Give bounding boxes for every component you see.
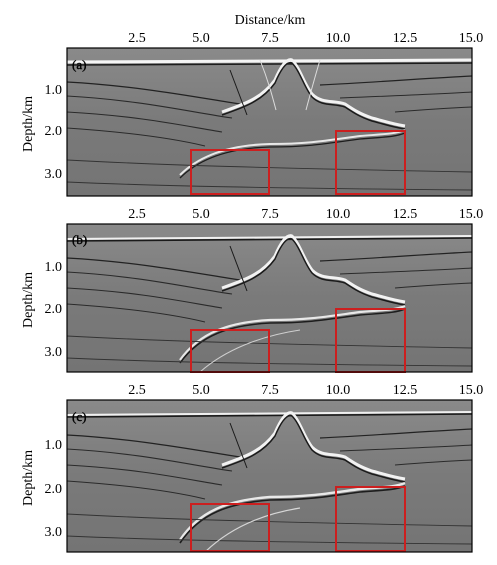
x-tick-label: 2.5 <box>128 31 146 46</box>
y-tick-label: 2.0 <box>45 302 63 317</box>
panel-frame-a <box>66 47 473 197</box>
highlight-box-left-c <box>190 503 270 552</box>
x-tick-label: 15.0 <box>459 207 484 222</box>
y-tick-label: 3.0 <box>45 525 63 540</box>
x-tick-label: 7.5 <box>261 31 279 46</box>
x-tick-label: 5.0 <box>192 383 210 398</box>
x-tick-label: 12.5 <box>393 207 418 222</box>
x-tick-labels-b: 2.5 5.0 7.5 10.0 12.5 15.0 <box>128 207 483 222</box>
y-axis-title-b: Depth/km <box>21 272 36 328</box>
panel-label-c: (c) <box>72 409 86 424</box>
x-tick-label: 15.0 <box>459 31 484 46</box>
y-tick-label: 1.0 <box>45 260 63 275</box>
panel-b: 2.5 5.0 7.5 10.0 12.5 15.0 Depth/km 1.0 … <box>21 207 483 373</box>
x-tick-label: 12.5 <box>393 31 418 46</box>
highlight-box-right-c <box>335 486 406 552</box>
y-tick-label: 3.0 <box>45 345 63 360</box>
y-axis-title-c: Depth/km <box>21 450 36 506</box>
x-tick-label: 12.5 <box>393 383 418 398</box>
x-tick-label: 2.5 <box>128 383 146 398</box>
panel-label-b: (b) <box>72 232 87 247</box>
x-axis-title: Distance/km <box>235 13 306 28</box>
x-tick-label: 10.0 <box>326 207 351 222</box>
panel-c: 2.5 5.0 7.5 10.0 12.5 15.0 Depth/km 1.0 … <box>21 383 483 553</box>
x-tick-labels-c: 2.5 5.0 7.5 10.0 12.5 15.0 <box>128 383 483 398</box>
y-tick-label: 1.0 <box>45 83 63 98</box>
y-tick-label: 1.0 <box>45 438 63 453</box>
highlight-box-left-a <box>190 149 270 195</box>
y-tick-labels-b: 1.0 2.0 3.0 <box>45 260 63 360</box>
x-tick-label: 10.0 <box>326 31 351 46</box>
panel-frame-c <box>66 399 473 553</box>
panel-frame-b <box>66 223 473 373</box>
x-tick-label: 5.0 <box>192 31 210 46</box>
panel-label-a: (a) <box>72 57 86 72</box>
x-tick-label: 10.0 <box>326 383 351 398</box>
highlight-box-right-a <box>335 130 406 195</box>
x-tick-label: 5.0 <box>192 207 210 222</box>
y-tick-label: 2.0 <box>45 482 63 497</box>
panel-a: 2.5 5.0 7.5 10.0 12.5 15.0 Depth/km 1.0 … <box>21 31 483 197</box>
y-tick-label: 2.0 <box>45 124 63 139</box>
x-tick-label: 15.0 <box>459 383 484 398</box>
x-tick-label: 2.5 <box>128 207 146 222</box>
y-axis-title-a: Depth/km <box>21 96 36 152</box>
y-tick-labels-a: 1.0 2.0 3.0 <box>45 83 63 182</box>
x-tick-label: 7.5 <box>261 383 279 398</box>
x-tick-label: 7.5 <box>261 207 279 222</box>
y-tick-labels-c: 1.0 2.0 3.0 <box>45 438 63 540</box>
x-tick-labels-a: 2.5 5.0 7.5 10.0 12.5 15.0 <box>128 31 483 46</box>
y-tick-label: 3.0 <box>45 167 63 182</box>
